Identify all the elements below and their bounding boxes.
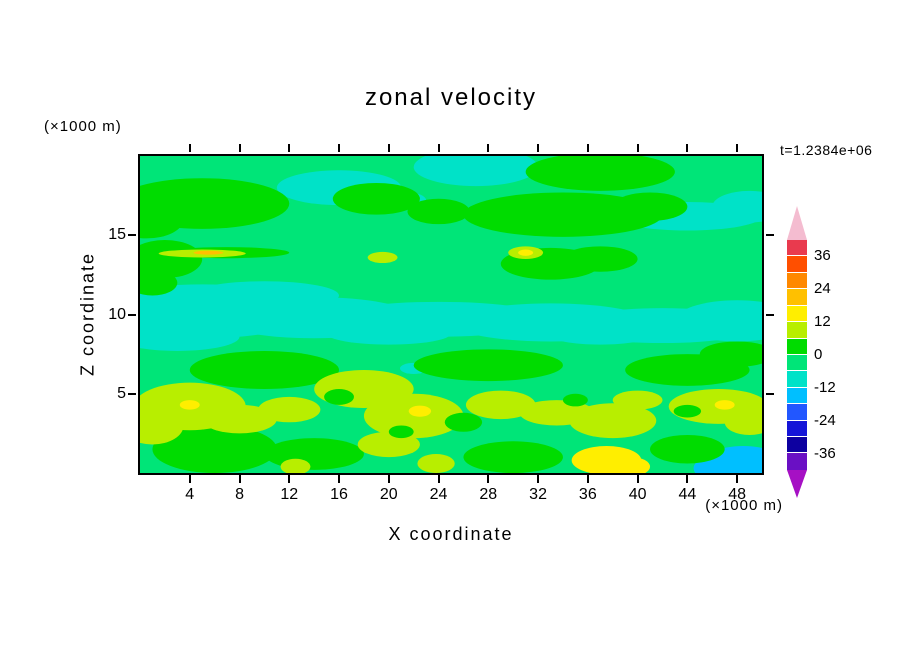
colorbar-segment	[787, 453, 807, 470]
colorbar-tick-label: 0	[814, 346, 823, 363]
x-tick-top	[537, 144, 540, 152]
contour-field-canvas	[140, 156, 762, 473]
x-tick-bottom	[537, 475, 540, 483]
x-tick-bottom	[338, 475, 341, 483]
colorbar-tick-label: -12	[814, 378, 836, 396]
x-tick-label: 44	[678, 486, 697, 503]
x-tick-bottom	[238, 475, 241, 483]
colorbar-segment	[787, 437, 807, 454]
colorbar-segment	[787, 354, 807, 372]
x-tick-bottom	[686, 475, 689, 483]
z-tick-left	[128, 392, 136, 395]
x-tick-bottom	[437, 475, 440, 483]
colorbar-segment	[787, 371, 807, 388]
x-tick-label: 36	[578, 486, 597, 503]
x-tick-bottom	[387, 475, 390, 483]
colorbar-tick-label: -36	[814, 444, 836, 462]
colorbar-bar	[787, 240, 807, 470]
x-tick-label: 8	[235, 486, 244, 503]
z-tick-left	[128, 313, 136, 316]
x-tick-label: 32	[529, 486, 547, 503]
x-tick-label: 20	[379, 486, 398, 503]
colorbar-segment	[787, 387, 807, 405]
x-tick-bottom	[736, 475, 739, 483]
time-annotation: t=1.2384e+06	[780, 142, 873, 158]
colorbar-segment	[787, 289, 807, 306]
chart-title: zonal velocity	[364, 84, 538, 111]
z-tick-left	[128, 234, 136, 237]
x-tick-bottom	[487, 475, 490, 483]
z-tick-label: 10	[108, 305, 126, 323]
colorbar-tick-label: 36	[814, 247, 831, 265]
z-tick-right	[766, 234, 774, 237]
x-tick-top	[586, 144, 589, 152]
x-axis-unit-label: (×1000 m)	[705, 497, 783, 514]
x-tick-top	[487, 144, 490, 152]
x-tick-bottom	[636, 475, 639, 483]
x-tick-bottom	[288, 475, 291, 483]
x-tick-top	[736, 144, 739, 152]
colorbar-arrow-top	[787, 206, 807, 240]
colorbar-segment	[787, 240, 807, 257]
colorbar-segment	[787, 305, 807, 323]
x-tick-label: 24	[429, 486, 448, 503]
colorbar-segment	[787, 420, 807, 438]
colorbar-segment	[787, 338, 807, 355]
x-tick-bottom	[188, 475, 191, 483]
colorbar-arrow-bottom	[787, 470, 807, 498]
z-tick-right	[766, 313, 774, 316]
x-tick-label: 16	[330, 486, 348, 503]
x-tick-top	[288, 144, 291, 152]
x-tick-top	[636, 144, 639, 152]
z-tick-label: 15	[108, 226, 126, 244]
x-tick-label: 12	[280, 486, 299, 503]
y-axis-unit-label: (×1000 m)	[44, 118, 122, 135]
colorbar-segment	[787, 322, 807, 339]
colorbar-segment	[787, 272, 807, 290]
x-tick-label: 48	[728, 486, 746, 503]
x-tick-bottom	[586, 475, 589, 483]
colorbar-tick-label: -24	[814, 411, 836, 429]
x-axis-title: X coordinate	[388, 524, 514, 544]
colorbar-segment	[787, 256, 807, 273]
x-tick-top	[686, 144, 689, 152]
colorbar-segment	[787, 404, 807, 421]
x-tick-top	[238, 144, 241, 152]
plot-frame	[138, 154, 764, 475]
x-tick-top	[338, 144, 341, 152]
x-tick-label: 4	[185, 486, 195, 503]
x-tick-top	[387, 144, 390, 152]
colorbar-tick-label: 24	[814, 280, 831, 298]
x-tick-label: 40	[628, 486, 647, 503]
x-tick-label: 28	[479, 486, 498, 503]
z-tick-label: 5	[117, 384, 126, 402]
x-tick-top	[188, 144, 191, 152]
colorbar-tick-label: 12	[814, 313, 831, 331]
z-tick-right	[766, 392, 774, 395]
x-tick-top	[437, 144, 440, 152]
